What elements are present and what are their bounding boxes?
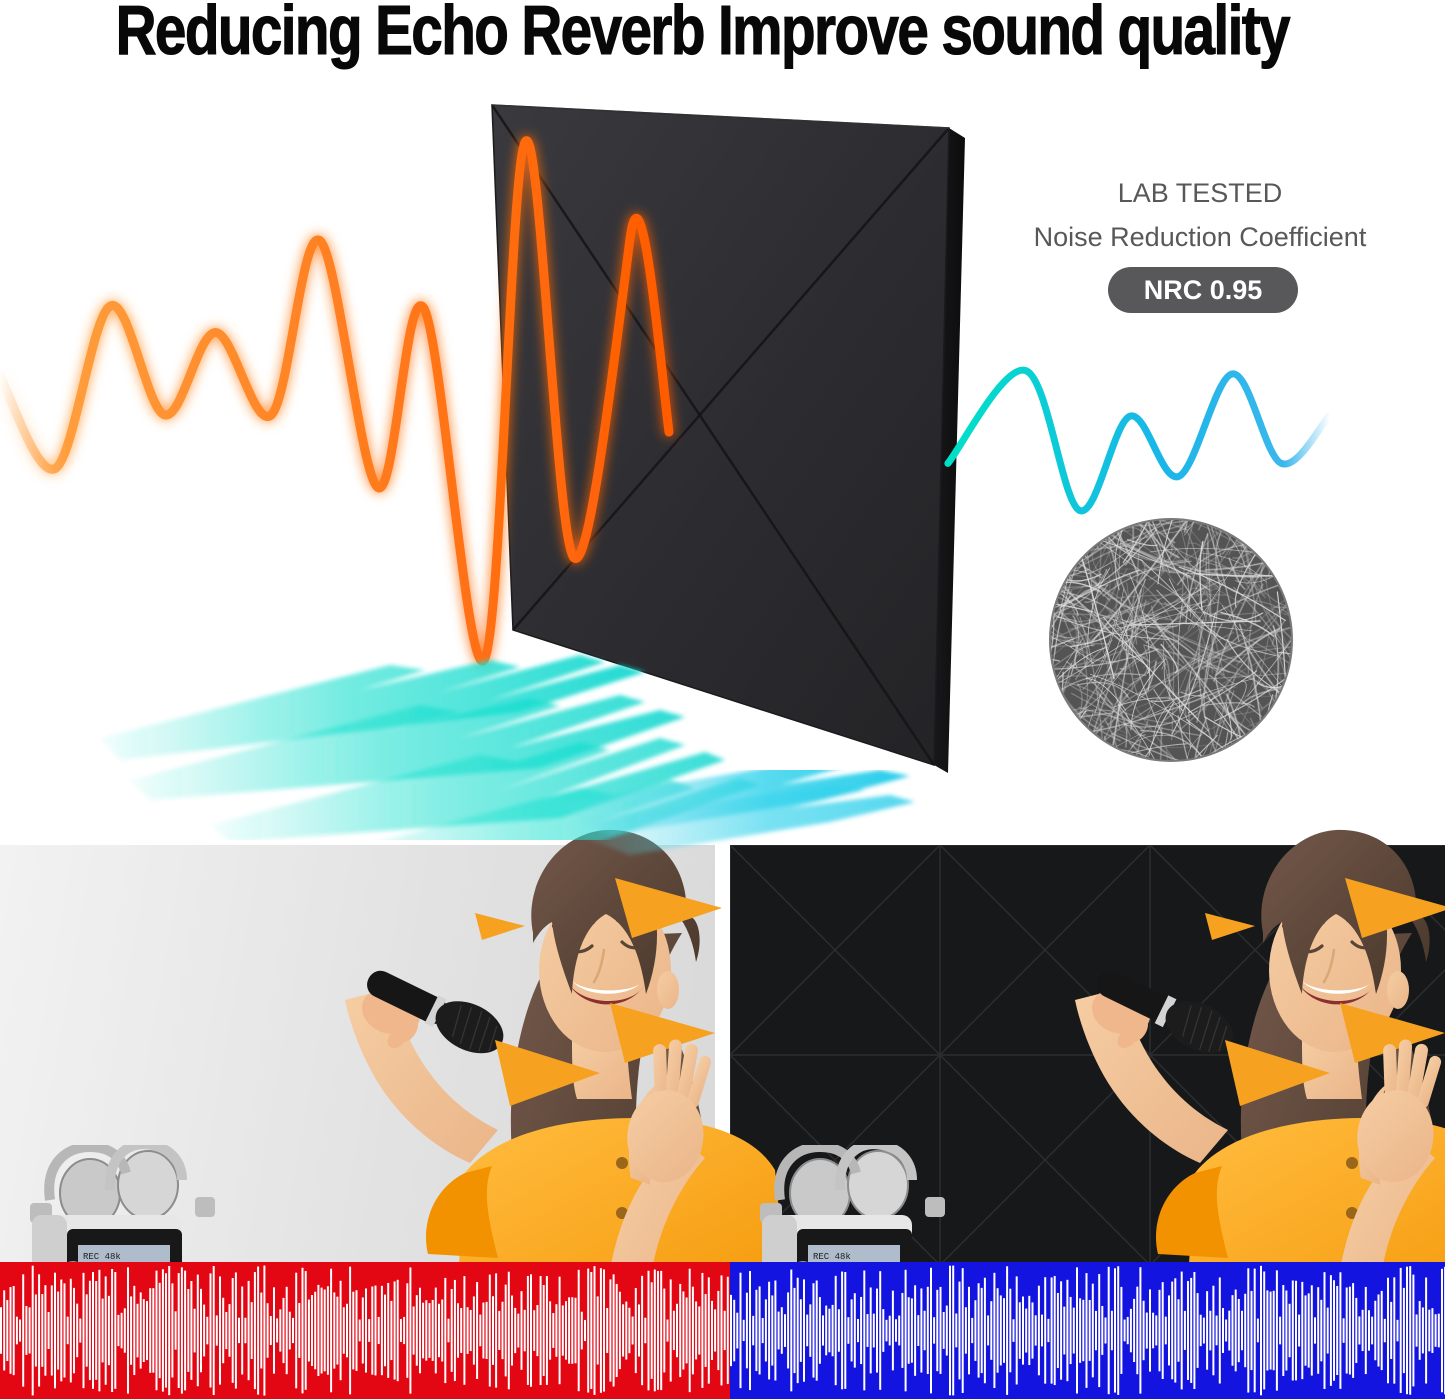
svg-text:REC 48k: REC 48k xyxy=(813,1252,851,1262)
svg-text:REC 48k: REC 48k xyxy=(83,1252,121,1262)
